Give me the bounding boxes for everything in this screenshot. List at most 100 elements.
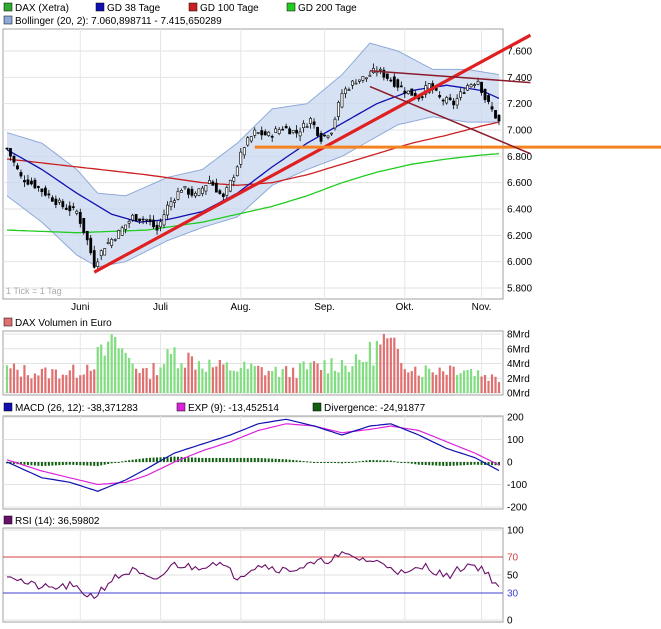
volume-bar [211, 367, 214, 393]
candle-body [16, 165, 19, 170]
divergence-bar [82, 462, 85, 466]
divergence-bar [396, 461, 399, 463]
divergence-bar [264, 458, 267, 462]
volume-bar [183, 367, 187, 393]
rsi-tick-label: 30 [507, 589, 519, 600]
candle-body [270, 135, 274, 138]
volume-bar [173, 347, 176, 393]
macd-tick-label: 100 [507, 435, 524, 446]
volume-bar [421, 377, 424, 393]
volume-bar [449, 365, 452, 393]
candle-body [68, 205, 72, 212]
volume-bar [281, 368, 284, 393]
volume-bar [292, 367, 295, 393]
divergence-bar [211, 457, 214, 462]
macd-tick-label: -200 [507, 503, 527, 514]
macd-tick-label: 200 [507, 413, 524, 424]
divergence-bar [299, 460, 302, 462]
divergence-bar [239, 457, 242, 462]
divergence-bar [463, 462, 466, 466]
candle-body [176, 190, 180, 200]
volume-bar [316, 363, 319, 393]
divergence-bar [313, 462, 316, 463]
candle-body [263, 131, 267, 136]
divergence-bar [190, 457, 193, 462]
divergence-bar [243, 457, 246, 462]
volume-bar [145, 367, 148, 393]
candle-body [61, 201, 65, 208]
legend-label-rsi: RSI (14): 36,59802 [15, 516, 100, 527]
divergence-bar [138, 458, 141, 462]
candle-body [487, 95, 490, 102]
candle-body [54, 198, 58, 205]
candle-body [75, 210, 79, 214]
divergence-bar [337, 462, 340, 464]
volume-bar [400, 363, 403, 393]
divergence-bar [438, 462, 441, 466]
candle-body [452, 100, 456, 106]
volume-bar [483, 374, 487, 393]
volume-bar [54, 369, 57, 393]
month-label: Juni [71, 302, 89, 313]
divergence-bar [110, 462, 113, 464]
volume-bar [323, 360, 326, 393]
legend-swatch-bollinger [3, 15, 13, 25]
volume-bar [271, 371, 274, 393]
legend-label-divergence: Divergence: -24,91877 [324, 403, 426, 414]
candle-body [305, 126, 309, 128]
price-tick-label: 6.000 [507, 257, 532, 268]
candle-body [378, 68, 382, 71]
legend-label-macd: MACD (26, 12): -38,371283 [15, 403, 138, 414]
legend-swatch-volume [3, 317, 13, 327]
divergence-bar [274, 458, 277, 462]
candle-body [242, 147, 246, 156]
candle-body [26, 179, 30, 185]
volume-bar [487, 380, 490, 393]
volume-bar [187, 352, 190, 393]
divergence-bar [166, 456, 169, 462]
volume-bar [253, 366, 256, 393]
candle-body [340, 93, 344, 108]
volume-bar [194, 369, 197, 393]
divergence-bar [421, 462, 424, 465]
volume-bar [452, 366, 455, 393]
volume-bar [368, 341, 371, 393]
divergence-bar [292, 459, 295, 462]
volume-bar [354, 354, 358, 393]
candle-body [127, 220, 131, 224]
candle-body [309, 118, 312, 124]
divergence-bar [306, 461, 309, 463]
volume-bar [72, 364, 75, 393]
volume-bar [326, 373, 330, 393]
divergence-bar [456, 462, 459, 466]
candle-body [469, 84, 473, 88]
volume-bar [138, 373, 141, 393]
legend-label-bollinger: Bollinger (20, 2): 7.060,898711 - 7.415,… [15, 16, 222, 27]
candle-body [106, 241, 110, 244]
gd200-line [6, 153, 500, 234]
candle-body [71, 206, 75, 208]
volume-bar [141, 368, 145, 393]
divergence-bar [351, 462, 354, 463]
volume-bar [382, 334, 385, 393]
divergence-bar [61, 462, 64, 466]
divergence-bar [156, 457, 159, 462]
divergence-bar [452, 462, 455, 466]
volume-bar [389, 337, 392, 393]
divergence-bar [344, 462, 347, 463]
divergence-bar [51, 462, 54, 466]
divergence-bar [114, 462, 117, 463]
trendline [93, 33, 532, 274]
volume-bar [396, 348, 399, 393]
candle-body [403, 90, 407, 94]
legend-swatch-macd [3, 402, 13, 412]
rsi-tick-label: 0 [507, 616, 513, 627]
legend-swatch-gd100 [188, 2, 198, 12]
volume-bar [494, 376, 497, 393]
divergence-bar [197, 457, 200, 462]
divergence-bar [246, 457, 249, 462]
volume-bar [68, 370, 71, 393]
volume-bar [431, 372, 434, 393]
divergence-bar [302, 460, 305, 462]
volume-bar [250, 363, 253, 393]
